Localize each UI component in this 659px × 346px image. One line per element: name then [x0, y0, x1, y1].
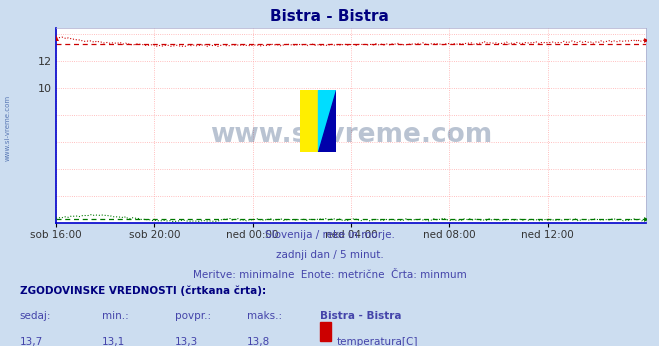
- Text: Meritve: minimalne  Enote: metrične  Črta: minmum: Meritve: minimalne Enote: metrične Črta:…: [192, 270, 467, 280]
- Text: ZGODOVINSKE VREDNOSTI (črtkana črta):: ZGODOVINSKE VREDNOSTI (črtkana črta):: [20, 285, 266, 296]
- Bar: [300, 90, 318, 152]
- Polygon shape: [318, 90, 336, 152]
- Text: 13,7: 13,7: [20, 337, 43, 346]
- Text: maks.:: maks.:: [247, 311, 282, 321]
- Text: Bistra - Bistra: Bistra - Bistra: [270, 9, 389, 24]
- Text: www.si-vreme.com: www.si-vreme.com: [210, 122, 492, 148]
- Text: Bistra - Bistra: Bistra - Bistra: [320, 311, 401, 321]
- Bar: [318, 90, 336, 152]
- Text: 13,8: 13,8: [247, 337, 270, 346]
- Text: sedaj:: sedaj:: [20, 311, 51, 321]
- Text: www.si-vreme.com: www.si-vreme.com: [5, 95, 11, 161]
- Text: Slovenija / reke in morje.: Slovenija / reke in morje.: [264, 230, 395, 240]
- Text: povpr.:: povpr.:: [175, 311, 211, 321]
- Text: 13,1: 13,1: [102, 337, 125, 346]
- Text: min.:: min.:: [102, 311, 129, 321]
- Text: zadnji dan / 5 minut.: zadnji dan / 5 minut.: [275, 250, 384, 260]
- Text: temperatura[C]: temperatura[C]: [337, 337, 418, 346]
- Text: 13,3: 13,3: [175, 337, 198, 346]
